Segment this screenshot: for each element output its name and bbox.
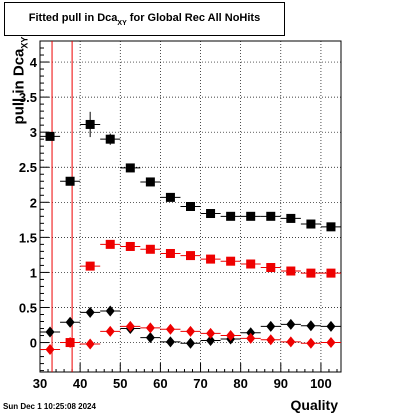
data-point — [125, 241, 135, 251]
y-tick-label: 1.5 — [19, 230, 37, 245]
data-point — [246, 327, 256, 339]
data-point — [165, 323, 175, 335]
data-point — [85, 119, 95, 129]
y-tick-label: 3 — [30, 125, 37, 140]
data-point — [306, 219, 316, 229]
data-point — [286, 318, 296, 330]
y-tick-label: 4 — [30, 55, 38, 70]
data-point — [206, 334, 216, 346]
x-tick-label: 90 — [274, 376, 288, 391]
data-point — [326, 320, 336, 332]
chart-title-subscript: XY — [117, 20, 127, 27]
data-series — [40, 305, 341, 349]
timestamp: Sun Dec 1 10:25:08 2024 — [3, 402, 96, 411]
chart-title-main: Fitted pull in Dca — [28, 12, 118, 24]
data-point — [326, 268, 336, 278]
data-point — [246, 211, 256, 221]
data-point — [145, 322, 155, 334]
y-axis-label-subscript: XY — [19, 36, 30, 49]
data-point — [186, 202, 195, 211]
x-tick-label: 40 — [73, 376, 87, 391]
data-point — [246, 332, 256, 344]
data-point — [186, 337, 195, 349]
chart-title: Fitted pull in DcaXY for Global Rec All … — [5, 12, 284, 27]
data-point — [45, 131, 55, 141]
data-point — [125, 320, 135, 332]
data-point — [105, 325, 115, 337]
data-point — [105, 134, 115, 144]
data-point — [145, 244, 155, 254]
x-tick-label: 50 — [113, 376, 127, 391]
y-tick-label: 2 — [30, 195, 37, 210]
data-point — [125, 163, 135, 173]
data-point — [306, 337, 316, 349]
data-point — [306, 320, 316, 332]
data-point — [65, 316, 75, 328]
data-point — [65, 176, 75, 186]
y-tick-label: 1 — [30, 265, 37, 280]
data-point — [105, 239, 115, 249]
x-axis-label: Quality — [290, 397, 338, 413]
data-point — [206, 327, 216, 339]
data-point — [226, 330, 236, 342]
data-point — [45, 344, 55, 356]
x-tick-label: 30 — [33, 376, 47, 391]
data-point — [105, 305, 115, 317]
data-series — [40, 111, 341, 232]
y-tick-label: 3.5 — [19, 90, 37, 105]
data-point — [186, 251, 195, 261]
data-point — [206, 209, 216, 219]
data-point — [286, 266, 296, 276]
data-point — [226, 211, 236, 221]
chart-title-box: Fitted pull in DcaXY for Global Rec All … — [4, 2, 285, 36]
y-axis-label: pull in DcaXY — [10, 36, 30, 125]
data-point — [165, 336, 175, 348]
data-point — [266, 211, 276, 221]
y-tick-label: 0 — [30, 336, 37, 351]
data-point — [85, 261, 95, 271]
data-point — [186, 325, 195, 337]
data-point — [266, 334, 276, 346]
x-tick-label: 70 — [193, 376, 207, 391]
data-point — [286, 336, 296, 348]
y-tick-label: 0.5 — [19, 300, 37, 315]
data-series — [40, 320, 341, 356]
chart-title-suffix: for Global Rec All NoHits — [126, 12, 261, 24]
data-point — [145, 332, 155, 344]
data-point — [206, 254, 216, 264]
data-point — [246, 259, 256, 269]
x-tick-label: 60 — [153, 376, 167, 391]
x-tick-label: 80 — [233, 376, 247, 391]
data-point — [85, 338, 95, 350]
x-tick-label: 100 — [310, 376, 332, 391]
data-point — [326, 337, 336, 349]
data-point — [165, 192, 175, 202]
data-point — [306, 268, 316, 278]
data-point — [226, 256, 236, 266]
data-point — [145, 177, 155, 187]
y-tick-label: 2.5 — [19, 160, 37, 175]
data-point — [165, 248, 175, 258]
data-point — [45, 326, 55, 338]
data-point — [85, 306, 95, 318]
data-point — [326, 222, 336, 232]
data-point — [266, 263, 276, 273]
data-point — [65, 337, 75, 349]
data-point — [286, 213, 296, 223]
data-point — [266, 320, 276, 332]
